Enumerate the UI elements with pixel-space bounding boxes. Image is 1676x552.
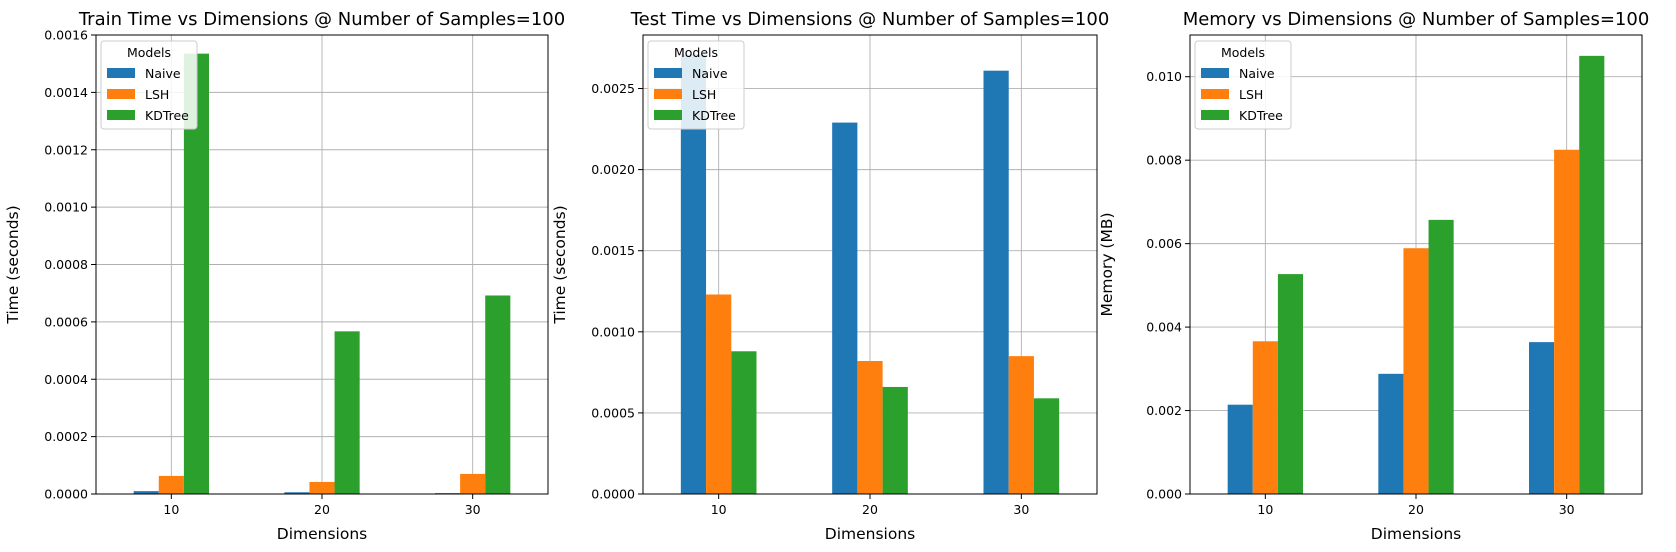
x-axis-label: Dimensions	[277, 525, 367, 543]
bar-lsh-10	[158, 475, 184, 494]
y-tick-label: 0.0004	[44, 372, 88, 387]
legend-box	[647, 40, 745, 130]
chart-title: Memory vs Dimensions @ Number of Samples…	[1183, 9, 1650, 30]
legend-swatch-naive	[654, 68, 682, 78]
legend-swatch-lsh	[107, 89, 135, 99]
bar-naive-20	[832, 122, 858, 494]
y-tick-label: 0.0002	[44, 429, 88, 444]
bar-kdtree-20	[1428, 219, 1454, 495]
legend-label-naive: Naive	[1239, 66, 1275, 81]
chart-title: Train Time vs Dimensions @ Number of Sam…	[78, 9, 565, 30]
bar-lsh-10	[1252, 341, 1278, 494]
legend-swatch-naive	[107, 68, 135, 78]
y-tick-label: 0.0005	[591, 405, 635, 420]
legend-label-kdtree: KDTree	[1239, 108, 1283, 123]
legend: Models Naive LSH KDTree	[647, 40, 745, 130]
y-tick-label: 0.006	[1146, 236, 1182, 251]
legend-label-lsh: LSH	[1239, 87, 1263, 102]
x-tick-label: 20	[314, 502, 330, 517]
bar-lsh-20	[857, 361, 883, 494]
x-axis-label: Dimensions	[1371, 525, 1461, 543]
y-axis-label: Memory (MB)	[1098, 212, 1116, 316]
chart-panel-3: 0.000 0.002 0.004 0.006 0.008 0.010 10 20 30 Memo…	[1098, 9, 1649, 543]
legend-label-kdtree: KDTree	[692, 108, 736, 123]
y-tick-label: 0.000	[1146, 487, 1182, 502]
bar-naive-10	[133, 491, 159, 494]
y-tick-label: 0.002	[1146, 403, 1182, 418]
y-tick-label: 0.0006	[44, 314, 88, 329]
x-tick-label: 10	[711, 502, 727, 517]
y-tick-label: 0.010	[1146, 69, 1182, 84]
legend-label-lsh: LSH	[145, 87, 169, 102]
legend-label-naive: Naive	[692, 66, 728, 81]
legend-swatch-kdtree	[1201, 110, 1229, 120]
legend: Models Naive LSH KDTree	[100, 40, 198, 130]
y-tick-label: 0.0000	[44, 487, 88, 502]
y-tick-label: 0.0014	[44, 85, 88, 100]
x-tick-label: 30	[1013, 502, 1029, 517]
bar-kdtree-30	[485, 295, 511, 494]
y-tick-label: 0.0020	[591, 162, 635, 177]
legend-title: Models	[127, 45, 171, 60]
bar-lsh-30	[1008, 356, 1034, 494]
bar-kdtree-10	[731, 351, 757, 494]
x-tick-label: 10	[163, 502, 179, 517]
y-tick-label: 0.0010	[44, 200, 88, 215]
y-tick-label: 0.008	[1146, 153, 1182, 168]
legend-label-naive: Naive	[145, 66, 181, 81]
bar-lsh-20	[309, 481, 335, 494]
bar-naive-20	[1378, 373, 1404, 494]
x-axis-label: Dimensions	[825, 525, 915, 543]
x-tick-label: 10	[1257, 502, 1273, 517]
legend-swatch-kdtree	[107, 110, 135, 120]
bar-kdtree-30	[1579, 55, 1605, 494]
y-tick-label: 0.0016	[44, 28, 88, 43]
y-axis-label: Time (seconds)	[4, 205, 22, 324]
bar-naive-10	[1227, 404, 1253, 494]
legend-title: Models	[1221, 45, 1265, 60]
legend-swatch-lsh	[654, 89, 682, 99]
x-tick-label: 20	[862, 502, 878, 517]
bar-naive-20	[284, 492, 310, 494]
bar-lsh-30	[1554, 149, 1580, 494]
legend-swatch-lsh	[1201, 89, 1229, 99]
chart-panel-1: 0.0000 0.0002 0.0004 0.0006 0.0008 0.0010 0.00…	[4, 9, 565, 543]
legend-label-lsh: LSH	[692, 87, 716, 102]
legend: Models Naive LSH KDTree	[1194, 40, 1292, 130]
legend-swatch-naive	[1201, 68, 1229, 78]
legend-box	[1194, 40, 1292, 130]
legend-swatch-kdtree	[654, 110, 682, 120]
y-tick-label: 0.0008	[44, 257, 88, 272]
legend-label-kdtree: KDTree	[145, 108, 189, 123]
bar-kdtree-20	[882, 386, 908, 494]
y-tick-label: 0.004	[1146, 320, 1182, 335]
legend-title: Models	[674, 45, 718, 60]
y-tick-label: 0.0012	[44, 142, 88, 157]
y-axis-label: Time (seconds)	[551, 205, 569, 324]
y-tick-label: 0.0015	[591, 243, 635, 258]
bar-lsh-30	[460, 473, 486, 494]
bar-lsh-20	[1403, 248, 1429, 494]
x-tick-label: 20	[1408, 502, 1424, 517]
y-tick-label: 0.0000	[591, 487, 635, 502]
bar-kdtree-20	[334, 331, 360, 494]
y-tick-label: 0.0025	[591, 81, 635, 96]
legend-box	[100, 40, 198, 130]
y-tick-label: 0.0010	[591, 324, 635, 339]
bar-kdtree-30	[1033, 398, 1060, 494]
x-tick-label: 30	[465, 502, 481, 517]
chart-title: Test Time vs Dimensions @ Number of Samp…	[630, 9, 1110, 30]
bar-naive-30	[983, 70, 1009, 494]
chart-panel-2: 0.0000 0.0005 0.0010 0.0015 0.0020 0.0025 10 20…	[551, 9, 1109, 543]
x-tick-label: 30	[1559, 502, 1575, 517]
bar-kdtree-10	[1277, 274, 1303, 494]
bar-naive-30	[1529, 342, 1555, 494]
bar-lsh-10	[706, 294, 732, 494]
